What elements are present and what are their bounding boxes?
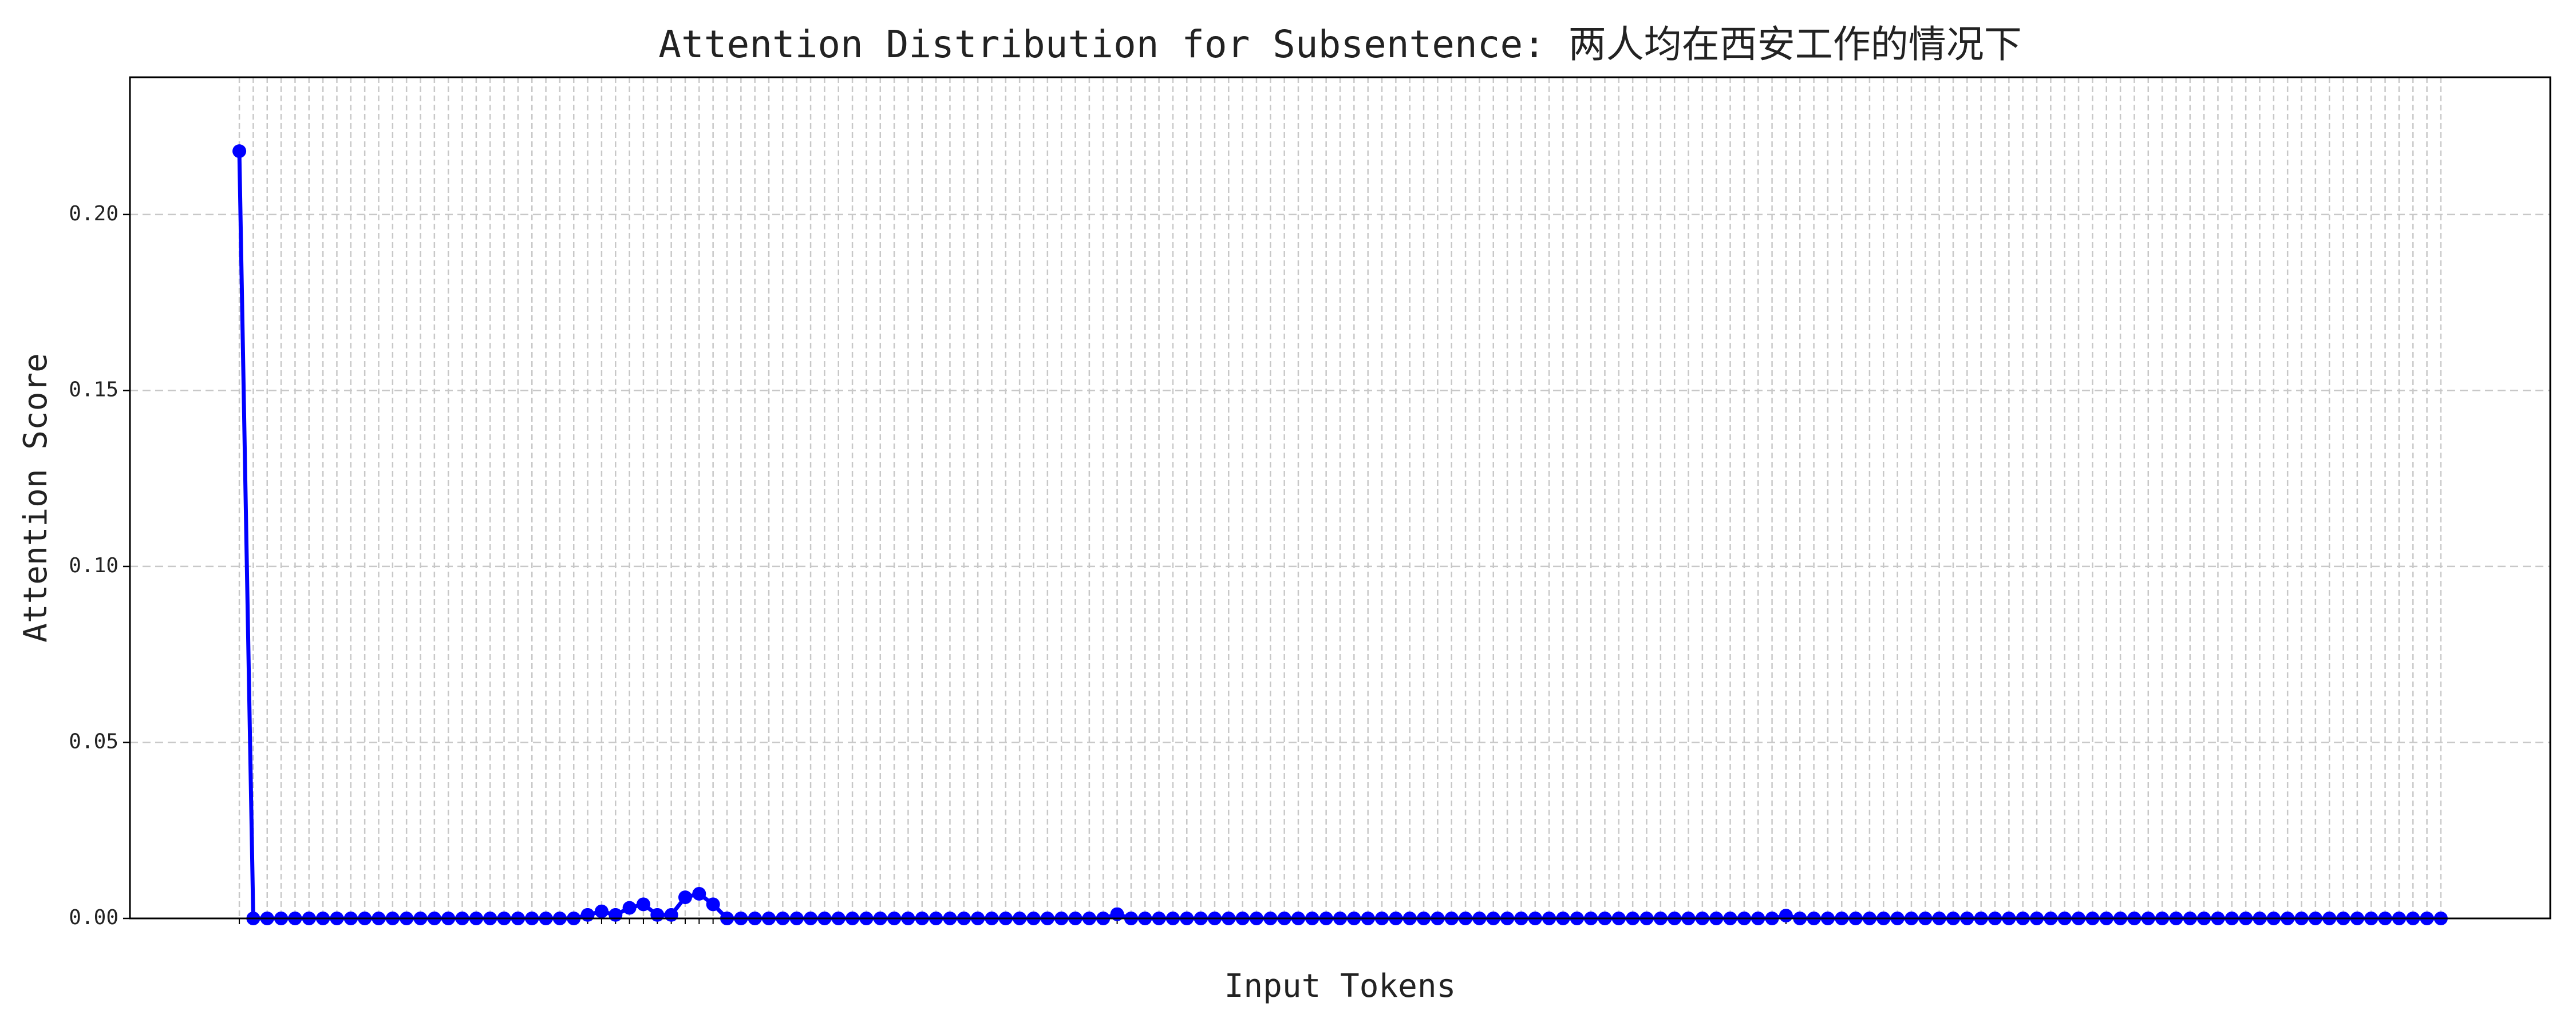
data-point (580, 908, 595, 922)
y-tick-label: 0.20 (69, 202, 118, 225)
data-point (1779, 909, 1793, 923)
plot-frame (129, 76, 2551, 920)
data-point (692, 886, 706, 901)
data-point (594, 904, 609, 918)
data-point (609, 908, 623, 922)
data-point (232, 144, 247, 159)
y-tick-label: 0.15 (69, 378, 118, 401)
x-axis-label: Input Tokens (1224, 968, 1456, 1005)
y-axis-label: Attention Score (17, 353, 54, 643)
data-point (678, 890, 692, 905)
data-point (650, 908, 665, 922)
chart-title: Attention Distribution for Subsentence: … (658, 22, 2021, 66)
y-tick-label: 0.10 (69, 554, 118, 577)
data-point (636, 897, 650, 912)
y-tick-label: 0.05 (69, 730, 118, 753)
data-point (622, 901, 637, 915)
data-point (706, 897, 720, 912)
data-point (664, 908, 678, 922)
y-tick-label: 0.00 (69, 906, 118, 929)
